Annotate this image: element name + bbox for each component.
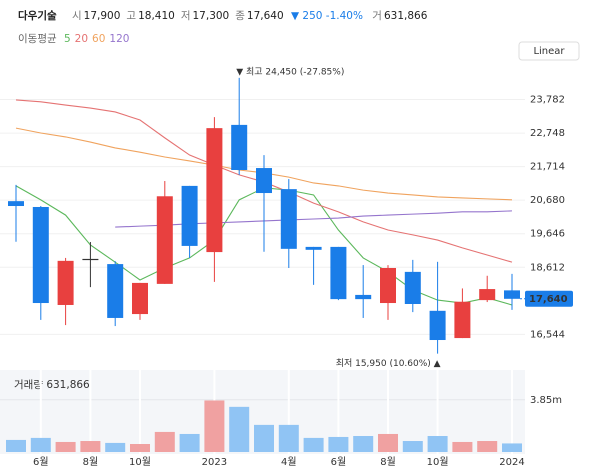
last-price-tag [525, 290, 573, 307]
y-tick-label: 23,782 [530, 95, 565, 106]
ma-legend: 이동평균 5 20 60 120 [18, 31, 129, 46]
volume-bar [402, 441, 423, 452]
y-tick-label: 3.85m [530, 395, 562, 406]
ma-line [115, 210, 513, 228]
volume-label: 거 [372, 10, 382, 22]
ohlc-value: 17,900 [83, 10, 121, 22]
volume-bar [353, 436, 374, 452]
volume-bar [278, 424, 299, 452]
ma-legend-item: 20 [74, 33, 89, 45]
volume-bar [328, 436, 349, 452]
ohlc-label: 종 [235, 10, 245, 22]
volume-value: 631,866 [383, 10, 428, 22]
y-tick-label: 18,612 [530, 262, 565, 273]
candle-body [82, 258, 99, 261]
ohlc-label: 고 [126, 10, 137, 22]
y-tick-label: 16,544 [530, 329, 565, 340]
x-tick-label: 4월 [281, 456, 297, 468]
scale-button[interactable] [518, 41, 580, 61]
ohlc-label: 저 [180, 10, 191, 22]
candle-body [305, 246, 322, 250]
scale-label: Linear [533, 46, 565, 57]
candle-body [504, 290, 520, 299]
candle-body [404, 271, 421, 304]
x-tick-label: 8월 [83, 456, 99, 468]
ma-legend-item: 60 [92, 33, 106, 45]
volume-bar [105, 442, 126, 452]
volume-bar [303, 437, 324, 452]
volume-bar [378, 433, 398, 452]
ohlc-label: 시 [71, 10, 82, 22]
candle-body [206, 128, 223, 253]
candle-body [380, 267, 396, 304]
candle-body [181, 185, 198, 246]
x-tick-label: 6월 [331, 456, 347, 468]
candle-body [8, 201, 24, 207]
candle-body [355, 294, 372, 300]
ma-label: 이동평균 [18, 33, 57, 45]
x-tick-label: 8월 [380, 456, 396, 468]
volume-bar [55, 441, 76, 452]
candle-body [454, 301, 471, 339]
x-tick-label: 2023 [202, 457, 227, 468]
low-annotation: 최저 15,950 (10.60%) ▲ [336, 358, 441, 369]
y-tick-label: 20,680 [530, 195, 565, 206]
volume-title: 거래량 631,866 [14, 379, 90, 391]
x-tick-label: 10월 [129, 456, 151, 468]
x-tick-label: 2024 [499, 457, 524, 468]
volume-bar [154, 431, 175, 452]
volume-bar [254, 424, 274, 452]
candle-body [280, 189, 297, 249]
candle-body [156, 196, 173, 284]
header: 다우기술 시 17,900 고 18,410 저 17,300 종 17,640 ▼ 250 … [18, 8, 427, 23]
last-price-label: 17,640 [529, 294, 568, 305]
stock-name: 다우기술 [18, 10, 57, 22]
y-tick-label: 22,748 [530, 128, 565, 139]
ohlc-value: 17,640 [246, 10, 284, 22]
ohlc-value: 18,410 [138, 10, 175, 22]
y-tick-label: 19,646 [530, 229, 565, 240]
candle-body [32, 206, 49, 304]
ma-items: 5 20 60 120 [60, 33, 129, 45]
volume-bar [6, 439, 26, 452]
volume-bar [130, 444, 150, 452]
candle-body [57, 260, 74, 305]
volume-bar [477, 441, 498, 452]
change: ▼ 250 -1.40% [291, 10, 363, 22]
candle-body [330, 246, 347, 300]
candle-body [256, 168, 272, 194]
volume-bar [229, 406, 250, 452]
candle-body [107, 264, 124, 318]
high-annotation: ▼ 최고 24,450 (-27.85%) [236, 66, 344, 77]
x-tick-label: 6월 [33, 456, 49, 468]
volume-bar [179, 433, 200, 452]
candle-body [231, 124, 248, 170]
x-tick-label: 10월 [427, 456, 449, 468]
ohlc-value: 17,300 [192, 10, 230, 22]
candle-body [132, 282, 148, 315]
ma-legend-item: 5 [63, 33, 71, 45]
volume-bar [30, 437, 51, 452]
ma-legend-item: 120 [109, 33, 130, 45]
candle-body [429, 310, 446, 341]
y-tick-label: 21,714 [530, 162, 565, 173]
volume-bar [204, 400, 225, 452]
ohlc: 시 17,900 고 18,410 저 17,300 종 17,640 [66, 10, 284, 22]
volume-bar [452, 441, 473, 452]
candle-body [479, 289, 496, 301]
volume-bar [80, 441, 101, 452]
volume-bar [502, 443, 522, 452]
volume-bar [427, 436, 448, 452]
